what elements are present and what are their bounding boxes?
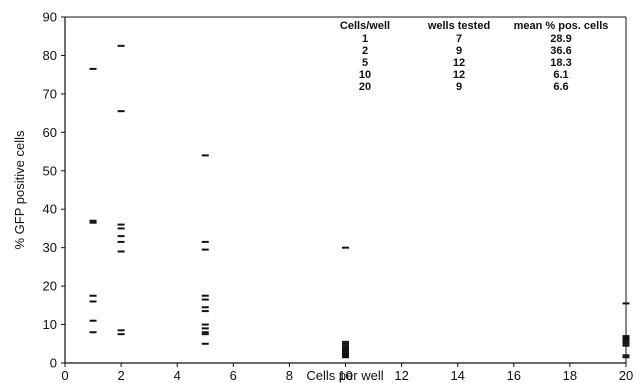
table-cell: 20 (359, 81, 371, 93)
y-axis-title: % GFP positive cells (12, 130, 27, 249)
x-tick-label: 14 (450, 368, 464, 383)
y-tick-label: 60 (43, 125, 57, 140)
table-cell: 9 (456, 45, 462, 57)
table-header-mean-pos: mean % pos. cells (514, 20, 609, 32)
x-tick-label: 2 (117, 368, 124, 383)
y-tick-label: 40 (43, 202, 57, 217)
table-cell: 18.3 (550, 57, 571, 69)
y-tick-label: 80 (43, 48, 57, 63)
x-tick-label: 16 (507, 368, 521, 383)
y-tick-label: 20 (43, 279, 57, 294)
x-axis-title: Cells per well (306, 368, 383, 383)
x-tick-label: 8 (286, 368, 293, 383)
y-tick-label: 50 (43, 163, 57, 178)
y-tick-label: 30 (43, 240, 57, 255)
table-cell: 2 (362, 45, 368, 57)
table-cell: 6.6 (553, 81, 568, 93)
y-tick-label: 70 (43, 86, 57, 101)
y-tick-label: 0 (50, 356, 57, 371)
table-header-wells-tested: wells tested (427, 20, 490, 32)
table-cell: 28.9 (550, 33, 571, 45)
x-tick-label: 10 (338, 368, 352, 383)
x-tick-label: 12 (394, 368, 408, 383)
table-cell: 12 (453, 69, 465, 81)
table-cell: 12 (453, 57, 465, 69)
table-header-cells-well: Cells/well (340, 20, 390, 32)
y-tick-label: 90 (43, 10, 57, 25)
x-tick-label: 0 (61, 368, 68, 383)
table-cell: 36.6 (550, 45, 571, 57)
x-ticks: 0 2 4 6 8 10 12 14 16 18 20 (61, 363, 633, 383)
y-tick-label: 10 (43, 317, 57, 332)
table-cell: 1 (362, 33, 368, 45)
x-tick-label: 18 (563, 368, 577, 383)
table-cell: 7 (456, 33, 462, 45)
axes (64, 16, 627, 364)
summary-table: Cells/well wells tested mean % pos. cell… (340, 20, 608, 93)
data-points (89, 44, 630, 359)
x-tick-label: 20 (619, 368, 633, 383)
table-cell: 9 (456, 81, 462, 93)
table-cell: 10 (359, 69, 371, 81)
x-tick-label: 6 (230, 368, 237, 383)
table-cell: 6.1 (553, 69, 568, 81)
x-tick-label: 4 (174, 368, 181, 383)
table-cell: 5 (362, 57, 368, 69)
y-ticks: 0 10 20 30 40 50 60 70 80 90 (43, 10, 65, 371)
